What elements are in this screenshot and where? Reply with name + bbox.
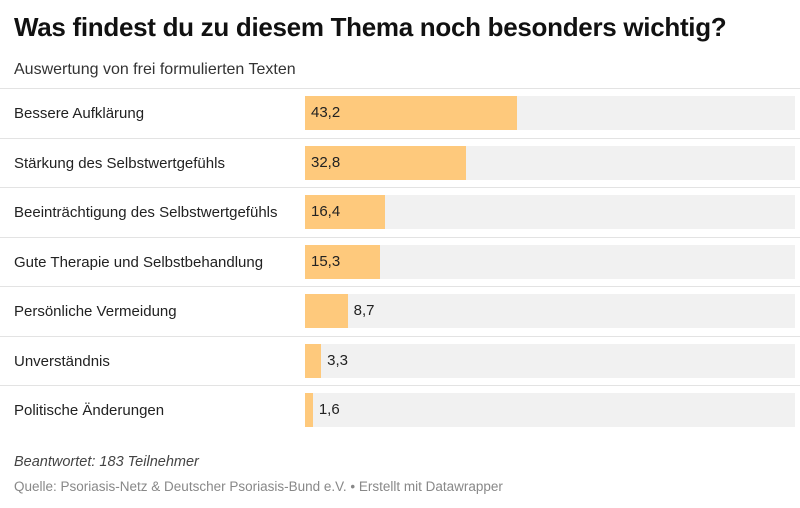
bar-track: 8,7 [305, 294, 795, 328]
bar [305, 294, 348, 328]
value-label: 15,3 [311, 252, 341, 270]
bar-row: Politische Änderungen 1,6 [0, 385, 800, 435]
value-label: 1,6 [318, 401, 340, 418]
bar [305, 145, 466, 180]
category-label: Unverständnis [14, 352, 110, 370]
category-label: Bessere Aufklärung [14, 105, 145, 122]
category-label: Gute Therapie und Selbstbehandlung [14, 253, 264, 271]
bar-row: Persönliche Vermeidung 8,7 [0, 286, 800, 336]
bar-track: 15,3 [305, 244, 795, 279]
bar [305, 343, 322, 378]
chart-subtitle: Auswertung von frei formulierten Texten [14, 61, 296, 78]
bar-row: Unverständnis 3,3 [0, 335, 800, 386]
category-label: Politische Änderungen [14, 402, 165, 419]
bar-chart: Bessere Aufklärung 43,2 Stärkung des Selbs… [0, 88, 800, 432]
bar [305, 393, 313, 427]
bar-track: 32,8 [305, 145, 795, 180]
bar-track: 3,3 [305, 343, 795, 378]
source-line: Quelle: Psoriasis-Netz & Deutscher Psori… [14, 479, 503, 494]
value-label: 8,7 [353, 302, 375, 319]
category-label: Persönliche Vermeidung [14, 303, 177, 320]
bar-row: Gute Therapie und Selbstbehandlung 15,3 [0, 236, 800, 287]
bar-track: 16,4 [305, 195, 795, 229]
respondents-note: Beantwortet: 183 Teilnehmer [14, 454, 199, 470]
bar-track: 1,6 [305, 393, 795, 427]
category-label: Beeinträchtigung des Selbstwertgefühls [14, 204, 278, 221]
value-label: 32,8 [311, 153, 341, 171]
bar-row: Stärkung des Selbstwertgefühls 32,8 [0, 137, 800, 188]
bar [305, 195, 386, 229]
value-label: 16,4 [311, 203, 341, 220]
bar-row: Bessere Aufklärung 43,2 [0, 88, 800, 138]
value-label: 3,3 [327, 351, 349, 369]
bar [305, 244, 380, 279]
bar [305, 96, 517, 130]
chart-title: Was findest du zu diesem Thema noch beso… [14, 12, 727, 42]
category-label: Stärkung des Selbstwertgefühls [14, 154, 225, 172]
value-label: 43,2 [311, 104, 341, 121]
bar-row: Beeinträchtigung des Selbstwertgefühls 16… [0, 187, 800, 237]
bar-track: 43,2 [305, 96, 795, 130]
